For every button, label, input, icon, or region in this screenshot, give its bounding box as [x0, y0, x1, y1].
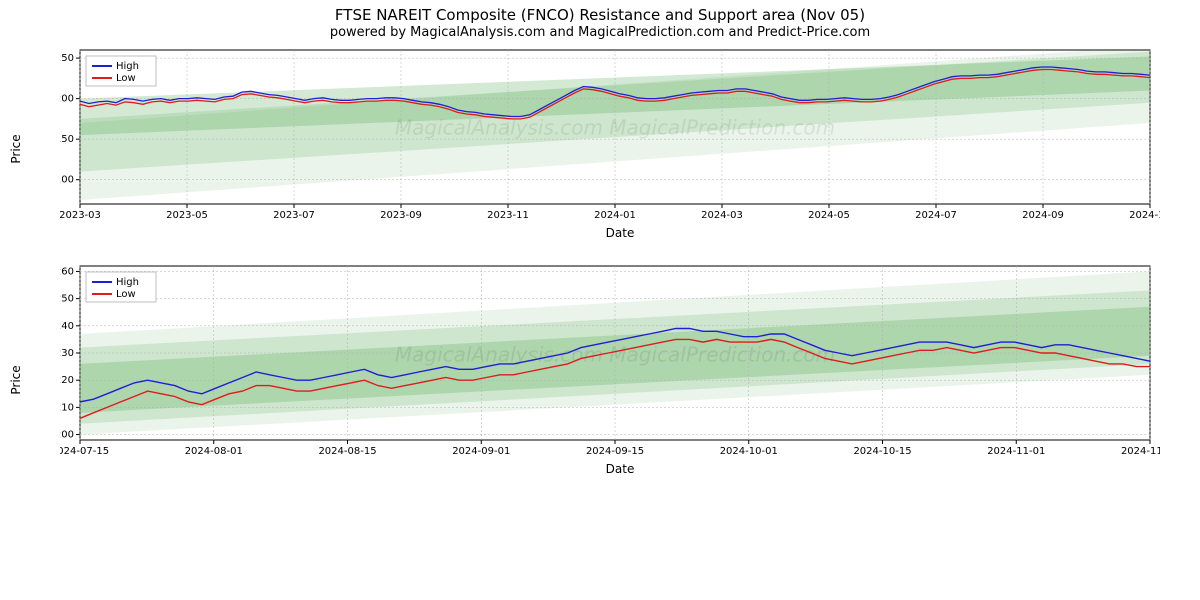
y-tick-label: 250 — [60, 53, 74, 64]
y-tick-label: 150 — [60, 134, 74, 145]
x-tick-label: 2024-01 — [594, 210, 636, 221]
top-chart: Price 1001502002502023-032023-052023-072… — [60, 44, 1180, 254]
y-tick-label: 100 — [60, 175, 74, 186]
x-tick-label: 2023-03 — [60, 210, 101, 221]
x-tick-label: 2023-09 — [380, 210, 422, 221]
bottom-chart-svg: 200 210 220 230 240 250 260 2024-07-15 2024-08-0… — [60, 260, 1160, 460]
y-tick-label: 240 — [60, 321, 74, 332]
legend-low-label: Low — [116, 289, 136, 300]
y-tick-label: 230 — [60, 348, 74, 359]
x-tick-label: 2023-07 — [273, 210, 315, 221]
x-tick-label: 2024-03 — [701, 210, 743, 221]
x-tick-label: 2024-10-15 — [853, 446, 911, 457]
x-tick-label: 2024-07-15 — [60, 446, 109, 457]
x-tick-label: 2023-11 — [487, 210, 529, 221]
top-chart-ylabel: Price — [9, 134, 23, 163]
y-tick-label: 220 — [60, 375, 74, 386]
x-tick-label: 2024-09-01 — [452, 446, 510, 457]
bottom-chart-ylabel: Price — [9, 365, 23, 394]
y-tick-label: 250 — [60, 294, 74, 305]
chart-main-title: FTSE NAREIT Composite (FNCO) Resistance … — [0, 6, 1200, 24]
y-tick-label: 210 — [60, 402, 74, 413]
x-tick-label: 2024-11-15 — [1121, 446, 1160, 457]
y-tick-label: 260 — [60, 266, 74, 277]
legend-high-label: High — [116, 61, 139, 72]
watermark-text: MagicalAnalysis.com MagicalPrediction.co… — [395, 343, 835, 367]
top-chart-svg: 100 150 200 250 2023-03 2023-05 2023-07 2023-09… — [60, 44, 1160, 224]
bottom-chart-xlabel: Date — [60, 462, 1180, 476]
top-chart-xlabel: Date — [60, 226, 1180, 240]
x-tick-label: 2024-05 — [808, 210, 850, 221]
y-tick-label: 200 — [60, 430, 74, 441]
legend-low-label: Low — [116, 73, 136, 84]
y-tick-label: 200 — [60, 94, 74, 105]
x-tick-label: 2024-10-01 — [720, 446, 778, 457]
bottom-chart: Price 2002102202302402502602024-07-15202… — [60, 260, 1180, 500]
x-tick-label: 2024-08-01 — [185, 446, 243, 457]
x-tick-label: 2024-11-01 — [987, 446, 1045, 457]
x-tick-label: 2024-09-15 — [586, 446, 644, 457]
x-tick-label: 2024-07 — [915, 210, 957, 221]
x-tick-label: 2024-08-15 — [318, 446, 376, 457]
legend-high-label: High — [116, 277, 139, 288]
watermark-text: MagicalAnalysis.com MagicalPrediction.co… — [395, 116, 835, 140]
x-tick-label: 2024-11 — [1129, 210, 1160, 221]
chart-sub-title: powered by MagicalAnalysis.com and Magic… — [0, 25, 1200, 40]
x-tick-label: 2023-05 — [166, 210, 208, 221]
x-tick-label: 2024-09 — [1022, 210, 1064, 221]
